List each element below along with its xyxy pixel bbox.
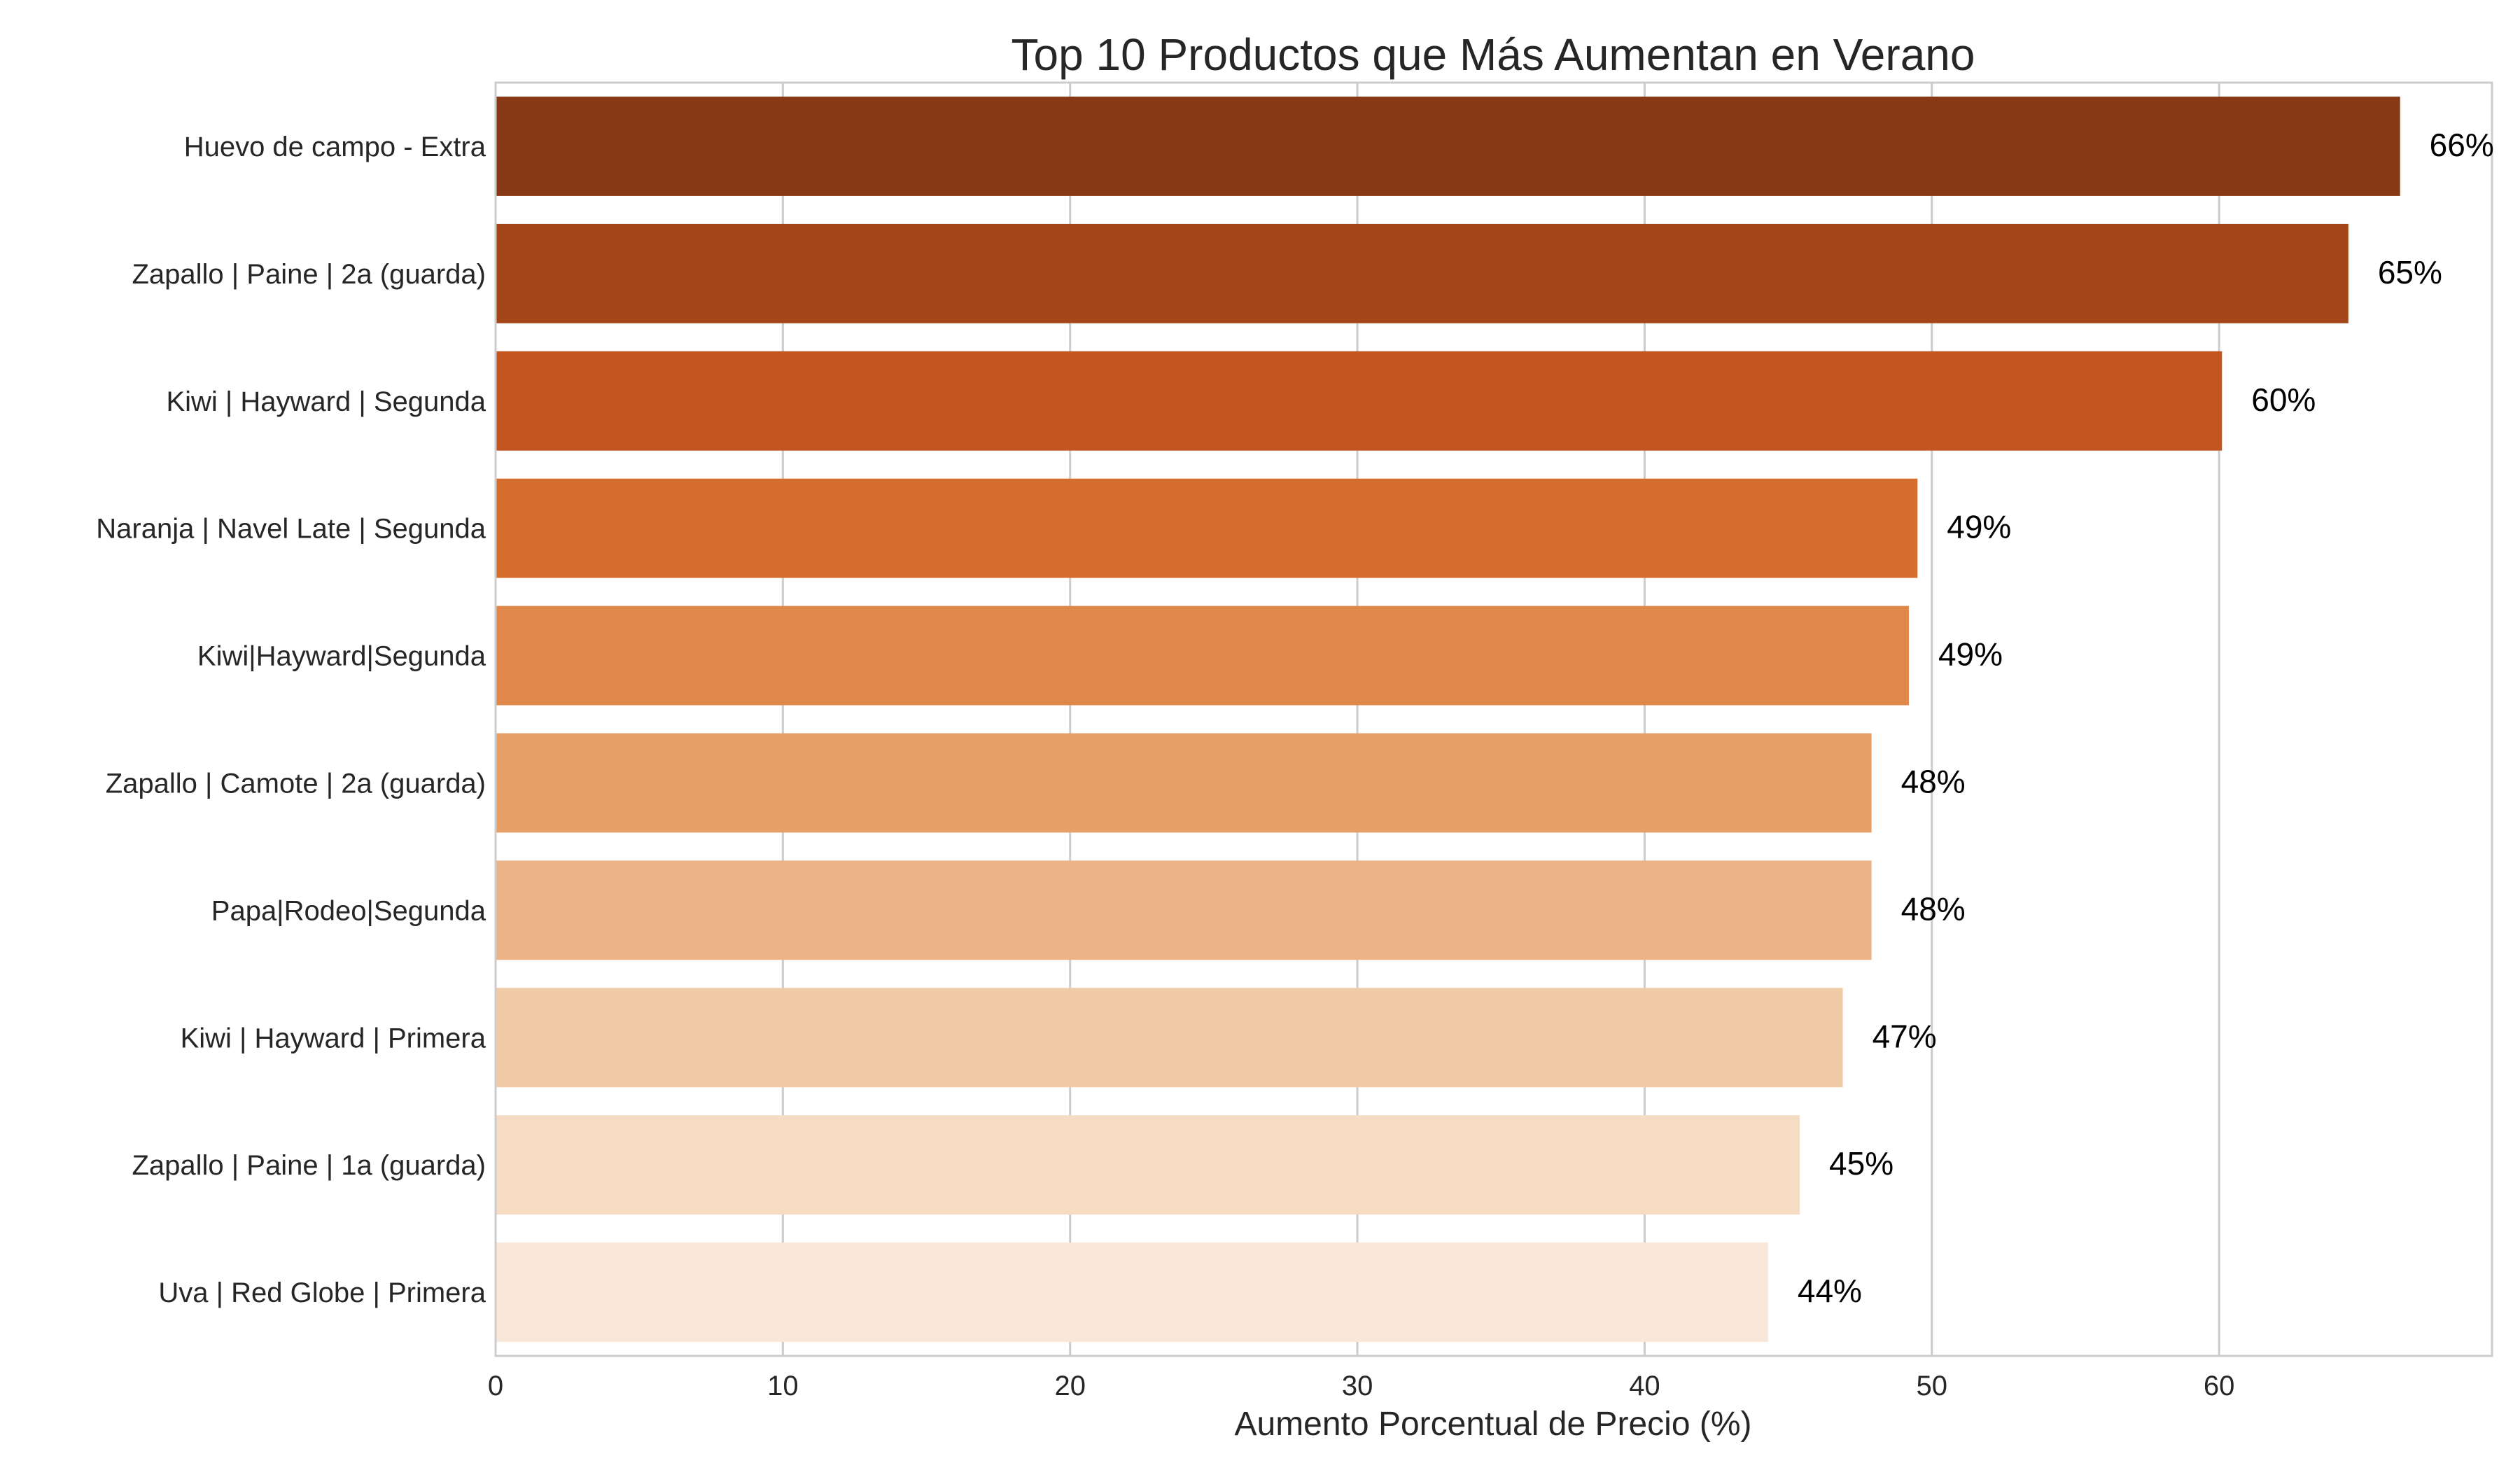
bars (496, 97, 2400, 1342)
plot-frame (494, 81, 2493, 1357)
bar-papa-rodeo-segunda (496, 860, 1872, 960)
x-tick-label-40: 40 (1629, 1371, 1660, 1401)
y-tick-labels: Huevo de campo - Extra Zapallo | Paine | … (96, 132, 486, 1308)
data-label-zapallo-camote-2a-guarda: 48% (1901, 763, 1966, 799)
y-tick-label-uva-red-globe-primera: Uva | Red Globe | Primera (158, 1278, 486, 1308)
y-tick-label-kiwi-hayward-segunda: Kiwi|Hayward|Segunda (197, 641, 486, 672)
data-label-zapallo-paine-1a-guarda: 45% (1829, 1145, 1893, 1182)
x-tick-labels: 0 10 20 30 40 50 60 (488, 1371, 2235, 1401)
x-tick-label-30: 30 (1342, 1371, 1373, 1401)
data-label-naranja-navel-late-segunda: 49% (1947, 509, 2011, 545)
bar-zapallo-camote-2a-guarda (496, 733, 1872, 833)
data-labels: 66% 65% 60% 49% 49% 48% 48% 47% 45% 44% (1798, 127, 2494, 1309)
data-label-huevo-de-campo-extra: 66% (2430, 127, 2494, 163)
data-label-kiwi-hayward-segunda: 49% (1938, 636, 2003, 673)
data-label-zapallo-paine-2a-guarda: 65% (2378, 254, 2442, 290)
x-tick-label-20: 20 (1054, 1371, 1086, 1401)
bar-zapallo-paine-1a-guarda (496, 1115, 1800, 1215)
bar-zapallo-paine-2a-guarda (496, 223, 2348, 323)
bar-uva-red-globe-primera (496, 1242, 1768, 1342)
data-label-uva-red-globe-primera: 44% (1798, 1273, 1862, 1309)
y-tick-label-zapallo-paine-2a-guarda: Zapallo | Paine | 2a (guarda) (132, 259, 486, 290)
x-axis-label: Aumento Porcentual de Precio (%) (1234, 1406, 1751, 1443)
bar-kiwi-hayward-primera (496, 988, 1843, 1088)
bar-huevo-de-campo-extra (496, 97, 2400, 196)
y-tick-label-papa-rodeo-segunda: Papa|Rodeo|Segunda (211, 895, 486, 926)
y-tick-label-naranja-navel-late-segunda: Naranja | Navel Late | Segunda (96, 514, 486, 545)
x-tick-label-0: 0 (488, 1371, 503, 1401)
y-tick-label-kiwi-hayward-segunda: Kiwi | Hayward | Segunda (166, 386, 486, 417)
y-tick-label-kiwi-hayward-primera: Kiwi | Hayward | Primera (181, 1023, 486, 1054)
x-tick-label-60: 60 (2204, 1371, 2235, 1401)
y-tick-label-huevo-de-campo-extra: Huevo de campo - Extra (184, 132, 486, 162)
x-tick-label-10: 10 (767, 1371, 799, 1401)
chart-title: Top 10 Productos que Más Aumentan en Ver… (1011, 29, 1975, 80)
data-label-kiwi-hayward-primera: 47% (1872, 1018, 1937, 1054)
data-label-papa-rodeo-segunda: 48% (1901, 890, 1966, 927)
y-tick-label-zapallo-camote-2a-guarda: Zapallo | Camote | 2a (guarda) (106, 768, 486, 799)
data-label-kiwi-hayward-segunda: 60% (2251, 382, 2316, 418)
x-tick-label-50: 50 (1917, 1371, 1948, 1401)
bar-kiwi-hayward-segunda (496, 351, 2222, 451)
bar-naranja-navel-late-segunda (496, 478, 1918, 578)
bar-kiwi-hayward-segunda (496, 606, 1909, 706)
y-tick-label-zapallo-paine-1a-guarda: Zapallo | Paine | 1a (guarda) (132, 1150, 486, 1181)
